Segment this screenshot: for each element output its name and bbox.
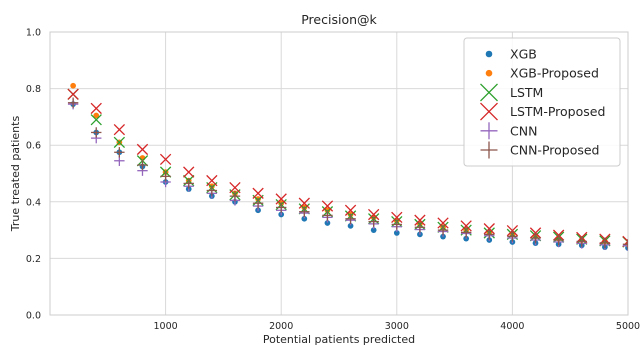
data-point-plus xyxy=(414,222,426,233)
data-point-plus xyxy=(460,227,472,238)
legend-label-lstm-proposed: LSTM-Proposed xyxy=(510,104,605,119)
data-point-plus xyxy=(276,202,287,213)
data-point-x xyxy=(298,197,310,209)
data-point-plus xyxy=(160,171,171,182)
legend-label-lstm: LSTM xyxy=(510,85,543,100)
data-point-circle xyxy=(301,215,308,222)
data-point-x xyxy=(113,136,126,149)
data-point-plus xyxy=(252,198,264,209)
data-point-plus xyxy=(114,147,125,158)
data-point-x xyxy=(344,204,357,216)
data-points xyxy=(67,82,628,251)
legend-label-xgb: XGB xyxy=(510,47,537,62)
legend-marker-lstm xyxy=(480,83,498,102)
data-point-circle xyxy=(347,222,354,229)
data-point-plus xyxy=(67,97,79,108)
y-tick-label: 1.0 xyxy=(26,28,41,39)
data-point-x xyxy=(67,88,79,100)
data-point-x xyxy=(275,193,287,205)
y-tick-label: 0.0 xyxy=(26,311,41,322)
data-point-plus xyxy=(622,240,628,251)
data-point-x xyxy=(460,220,472,232)
legend-label-cnn: CNN xyxy=(510,123,537,138)
data-point-plus xyxy=(484,229,495,240)
data-point-x xyxy=(437,217,449,229)
data-point-x xyxy=(483,223,495,235)
data-point-plus xyxy=(530,232,541,244)
legend-marker-xgb-proposed xyxy=(485,69,493,77)
data-point-plus xyxy=(507,231,518,242)
data-point-plus xyxy=(622,239,628,250)
y-tick-label: 0.8 xyxy=(26,84,41,95)
data-point-plus xyxy=(229,190,241,202)
data-point-x xyxy=(368,208,380,221)
axis-ticks: 1000 2000 3000 4000 5000 0.0 0.2 0.4 0.6 0.8 1.0 xyxy=(26,28,640,333)
y-tick-label: 0.4 xyxy=(26,197,41,208)
data-point-x xyxy=(252,187,264,199)
data-point-x xyxy=(391,211,403,224)
legend-box xyxy=(463,37,621,167)
data-point-x xyxy=(414,214,426,226)
data-point-circle xyxy=(93,112,100,119)
data-point-plus xyxy=(206,185,218,196)
legend-marker-lstm-proposed xyxy=(480,102,498,121)
data-point-plus xyxy=(137,159,148,171)
y-tick-label: 0.6 xyxy=(26,141,41,152)
data-point-x xyxy=(90,114,102,126)
data-point-x xyxy=(90,102,102,115)
series-cnn-proposed xyxy=(67,97,628,250)
data-point-x xyxy=(506,225,519,237)
y-tick-label: 0.2 xyxy=(26,254,41,265)
data-point-plus xyxy=(91,127,102,138)
data-point-plus xyxy=(576,236,587,247)
legend-label-cnn-proposed: CNN-Proposed xyxy=(510,143,600,158)
legend: XGB XGB-Proposed LSTM LSTM-Proposed CNN CNN-P… xyxy=(463,37,621,167)
data-point-plus xyxy=(368,216,379,227)
y-axis-label: True treated patients xyxy=(9,116,22,233)
legend-marker-cnn xyxy=(480,122,498,140)
chart-title: Precision@k xyxy=(301,12,377,27)
data-point-x xyxy=(113,123,126,136)
data-point-plus xyxy=(183,178,194,189)
data-point-plus xyxy=(322,210,333,221)
x-tick-label: 1000 xyxy=(154,321,178,332)
data-point-circle xyxy=(324,220,331,226)
data-point-plus xyxy=(299,206,310,217)
x-axis-label: Potential patients predicted xyxy=(263,333,415,345)
data-point-circle xyxy=(393,230,400,236)
data-point-x xyxy=(229,181,241,194)
data-point-x xyxy=(136,143,149,156)
legend-marker-xgb xyxy=(485,50,493,58)
data-point-circle xyxy=(70,82,76,89)
data-point-x xyxy=(321,200,334,212)
legend-label-xgb-proposed: XGB-Proposed xyxy=(510,66,599,81)
data-point-x xyxy=(159,153,172,166)
data-point-plus xyxy=(437,224,449,236)
legend-marker-cnn-proposed xyxy=(480,141,498,159)
x-tick-label: 4000 xyxy=(500,321,524,332)
data-point-x xyxy=(206,174,218,187)
x-tick-label: 5000 xyxy=(616,321,640,332)
x-tick-label: 3000 xyxy=(385,321,409,332)
data-point-circle xyxy=(370,227,377,233)
data-point-plus xyxy=(391,219,402,230)
x-tick-label: 2000 xyxy=(269,321,293,332)
data-point-plus xyxy=(599,237,611,249)
data-point-x xyxy=(183,166,195,178)
data-point-plus xyxy=(553,234,564,246)
data-point-plus xyxy=(345,213,356,224)
plot-frame xyxy=(49,31,629,316)
